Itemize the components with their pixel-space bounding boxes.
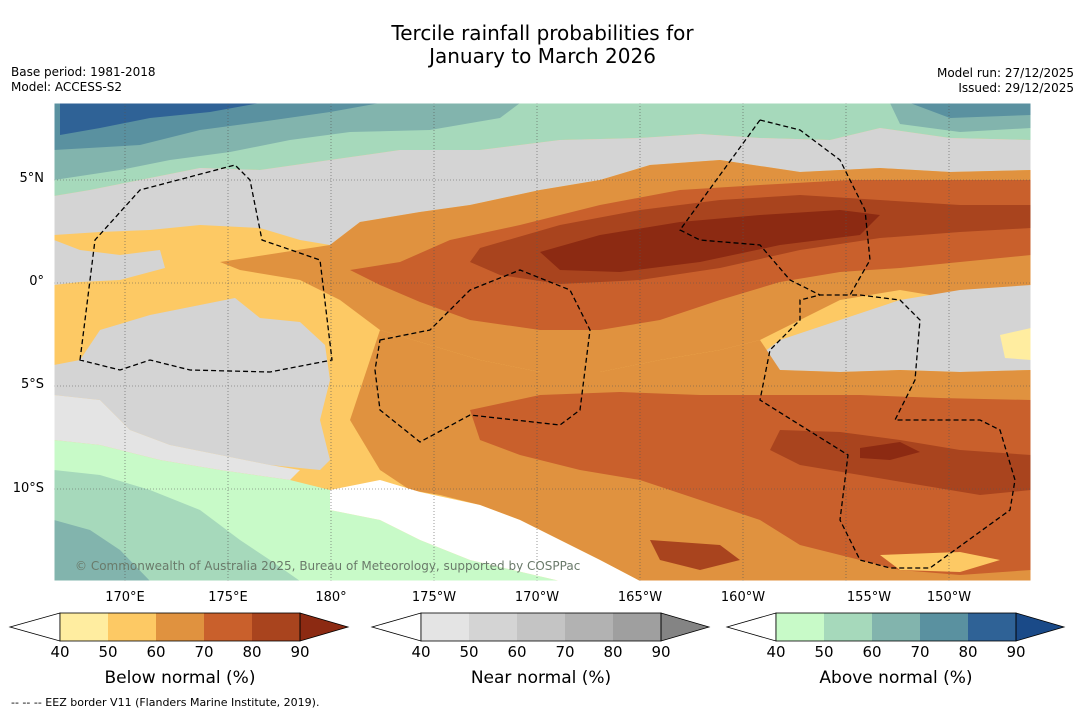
cb-above-tick: 60 (862, 643, 882, 661)
cb-above-60-70 (872, 613, 920, 641)
cb-above-high-arrow (1015, 612, 1066, 642)
cb-near-frame (420, 612, 662, 642)
eez-kiribati-gilbert (79, 164, 333, 373)
cb-near-label: Near normal (%) (470, 668, 612, 688)
eez-kiribati-phoenix (374, 269, 591, 443)
cb-above-tick: 90 (1006, 643, 1026, 661)
issued-date: Issued: 29/12/2025 (958, 81, 1074, 95)
cb-above-label: Above normal (%) (819, 668, 973, 688)
meta-left: Base period: 1981-2018 Model: ACCESS-S2 (11, 65, 156, 95)
map-frame (53, 102, 1032, 582)
above-normal-north-90 (60, 103, 260, 135)
cb-below-tick: 60 (146, 643, 166, 661)
near-normal-south-west (54, 395, 300, 480)
lon-tick-175w: 175°W (411, 590, 457, 605)
cb-near-tick: 50 (459, 643, 479, 661)
cb-below-frame (59, 612, 301, 642)
colorbar-near (370, 612, 711, 642)
cb-below-70-80 (204, 613, 252, 641)
cb-below-low-arrow (8, 612, 61, 642)
title-line-1: Tercile rainfall probabilities for (391, 21, 694, 45)
near-normal-northwest (54, 240, 165, 285)
cb-above-tick: 80 (958, 643, 978, 661)
eez-legend: -- -- -- EEZ border V11 (Flanders Marine… (11, 696, 320, 709)
cb-below-tick: 80 (242, 643, 262, 661)
cb-above-low-arrow (725, 612, 777, 642)
lat-tick-0: 0° (29, 274, 44, 289)
cb-near-tick: 90 (651, 643, 671, 661)
cb-above-70-80 (920, 613, 968, 641)
lon-tick-150w: 150°W (926, 590, 972, 605)
eez-borders (79, 119, 1016, 569)
cb-near-40-50 (421, 613, 469, 641)
no-dominant-south (330, 480, 640, 581)
cb-near-70-80 (565, 613, 613, 641)
eez-kiribati-line (759, 119, 1016, 569)
cb-near-80-90 (613, 613, 661, 641)
cb-below-60-70 (156, 613, 204, 641)
lat-tick-10s: 10°S (12, 481, 44, 496)
cb-below-label: Below normal (%) (104, 668, 256, 688)
lon-tick-170e: 170°E (105, 590, 145, 605)
below-normal-se-pocket (880, 552, 1000, 572)
cb-above-frame (775, 612, 1017, 642)
cb-below-80-90 (252, 613, 300, 641)
lon-tick-170w: 170°W (514, 590, 560, 605)
cb-above-40-50 (776, 613, 824, 641)
cb-near-50-60 (469, 613, 517, 641)
cb-near-tick: 40 (411, 643, 431, 661)
model-run: Model run: 27/12/2025 (936, 66, 1074, 80)
cb-above-50-60 (824, 613, 872, 641)
below-normal-south-90 (860, 442, 920, 460)
cb-below-tick: 40 (50, 643, 70, 661)
copyright-text: © Commonwealth of Australia 2025, Bureau… (75, 559, 580, 573)
below-normal-south-pocket (650, 540, 740, 570)
cb-below-high-arrow (299, 612, 350, 642)
cb-near-tick: 80 (603, 643, 623, 661)
colorbar-above (725, 612, 1066, 642)
cb-near-low-arrow (370, 612, 422, 642)
cb-below-50-60 (108, 613, 156, 641)
near-normal-west (54, 298, 330, 470)
below-normal-east-pocket (1000, 328, 1031, 360)
lat-tick-5s: 5°S (20, 377, 44, 392)
cb-above-tick: 70 (910, 643, 930, 661)
cb-near-tick: 60 (507, 643, 527, 661)
cb-near-high-arrow (660, 612, 711, 642)
near-normal-north (54, 128, 1031, 245)
map-title: Tercile rainfall probabilities for Janua… (0, 22, 1085, 68)
cb-below-40-50 (60, 613, 108, 641)
colorbar-below (8, 612, 350, 642)
cb-above-80-90 (968, 613, 1016, 641)
cb-above-tick: 40 (766, 643, 786, 661)
cb-above-tick: 50 (814, 643, 834, 661)
cb-below-tick: 70 (194, 643, 214, 661)
cb-near-60-70 (517, 613, 565, 641)
below-normal-south-80 (770, 430, 1031, 495)
lon-tick-180: 180° (315, 590, 347, 605)
cb-near-tick: 70 (555, 643, 575, 661)
lon-tick-175e: 175°E (208, 590, 248, 605)
model-name: Model: ACCESS-S2 (11, 80, 123, 94)
meta-right: Model run: 27/12/2025 Issued: 29/12/2025 (937, 66, 1074, 96)
base-period: Base period: 1981-2018 (11, 65, 156, 79)
title-line-2: January to March 2026 (429, 44, 656, 68)
lon-tick-165w: 165°W (617, 590, 663, 605)
lon-tick-155w: 155°W (846, 590, 892, 605)
lat-tick-5n: 5°N (19, 171, 45, 186)
cb-below-tick: 90 (290, 643, 310, 661)
below-normal-south-70 (470, 392, 1031, 575)
eez-kiribati-line-west (679, 119, 821, 296)
near-normal-east (760, 285, 1031, 372)
gridlines (54, 103, 1031, 581)
above-normal-south-70 (54, 520, 150, 581)
above-normal-ne-80 (910, 103, 1031, 118)
lon-tick-160w: 160°W (720, 590, 766, 605)
cb-below-tick: 50 (98, 643, 118, 661)
